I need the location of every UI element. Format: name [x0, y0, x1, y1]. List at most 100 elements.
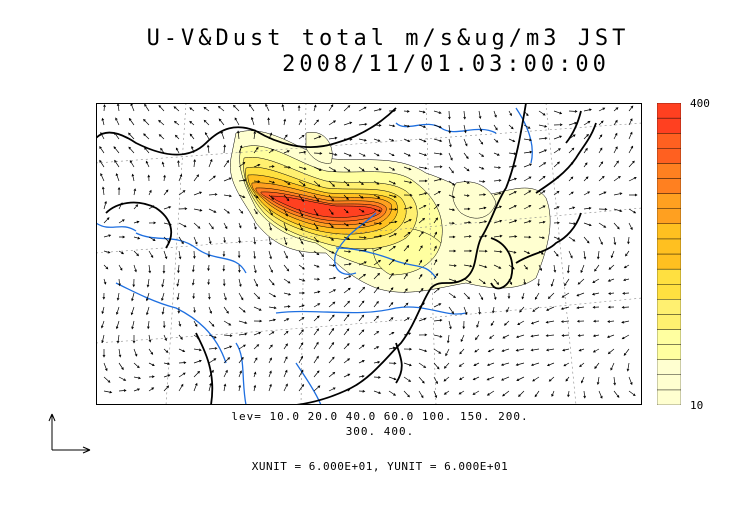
wind-arrow — [162, 320, 166, 329]
legend-swatch — [656, 223, 682, 240]
wind-arrow — [313, 370, 320, 378]
wind-arrow — [433, 287, 440, 294]
wind-arrow — [418, 259, 423, 266]
reference-vector-icon — [48, 413, 91, 454]
wind-arrow — [358, 194, 364, 199]
wind-arrow — [613, 222, 620, 230]
wind-arrow — [268, 180, 276, 184]
legend-swatch — [656, 359, 682, 376]
wind-arrow — [418, 348, 428, 353]
wind-arrow — [418, 287, 424, 294]
wind-arrow — [328, 314, 335, 322]
wind-arrow — [204, 132, 210, 140]
wind-arrow — [508, 219, 518, 224]
wind-arrow — [576, 319, 585, 323]
wind-arrow — [547, 292, 555, 300]
wind-arrow — [268, 222, 272, 231]
wind-arrow — [191, 145, 195, 154]
legend-max-label: 400 — [690, 97, 710, 110]
wind-arrow — [448, 264, 457, 268]
wind-arrow — [523, 235, 532, 239]
wind-arrow — [403, 124, 410, 128]
wind-arrow — [158, 119, 165, 126]
wind-arrow — [373, 259, 381, 266]
wind-arrow — [298, 355, 303, 364]
wind-arrow — [478, 124, 483, 133]
wind-arrow — [463, 194, 470, 197]
wind-arrow — [445, 348, 450, 357]
wind-arrow — [253, 306, 262, 311]
wind-arrow — [178, 173, 183, 182]
wind-arrow — [223, 320, 232, 326]
wind-arrow — [433, 259, 438, 266]
wind-arrow — [358, 300, 365, 308]
wind-arrow — [223, 383, 227, 392]
wind-arrow — [489, 334, 495, 339]
wind-arrow — [116, 292, 120, 301]
wind-arrow — [193, 208, 203, 212]
wind-arrow — [313, 166, 322, 171]
wind-arrow — [148, 236, 156, 241]
wind-arrow — [358, 208, 365, 213]
wind-arrow — [328, 136, 338, 140]
wind-arrow — [502, 334, 510, 339]
wind-arrow — [583, 236, 590, 244]
wind-arrow — [253, 194, 259, 199]
wind-arrow — [313, 208, 319, 217]
wind-arrow — [193, 348, 202, 352]
wind-arrow — [103, 234, 112, 238]
wind-arrow — [283, 343, 288, 350]
legend-swatch — [656, 374, 682, 391]
wind-arrow — [217, 105, 225, 112]
wind-arrow — [463, 110, 467, 120]
wind-arrow — [523, 124, 531, 129]
wind-arrow — [223, 177, 232, 182]
wind-arrow — [598, 175, 605, 182]
wind-arrow — [627, 236, 630, 245]
color-legend — [656, 102, 682, 406]
wind-arrow — [443, 376, 450, 382]
wind-arrow — [113, 131, 120, 140]
wind-arrow — [568, 161, 574, 168]
wind-arrow — [493, 250, 503, 254]
wind-arrow — [163, 236, 171, 244]
wind-arrow — [148, 387, 155, 392]
wind-arrow — [598, 191, 607, 196]
wind-arrow — [490, 320, 495, 327]
wind-arrow — [133, 362, 140, 369]
wind-arrow — [208, 236, 212, 245]
wind-arrow — [545, 334, 555, 338]
wind-arrow — [148, 189, 152, 196]
wind-arrow — [373, 194, 381, 199]
wind-arrow — [178, 372, 186, 378]
wind-arrow — [508, 124, 514, 130]
wind-arrow — [313, 385, 321, 392]
wind-arrow — [193, 174, 200, 182]
wind-arrow — [268, 278, 275, 286]
wind-arrow — [388, 272, 394, 280]
wind-arrow — [118, 362, 124, 371]
wind-arrow — [508, 164, 518, 168]
wind-arrow — [189, 133, 195, 140]
legend-swatch — [656, 329, 682, 345]
legend-swatch — [656, 299, 682, 315]
wind-arrow — [238, 344, 246, 350]
wind-arrow — [178, 222, 187, 228]
wind-arrow — [546, 306, 555, 311]
wind-arrow — [418, 376, 425, 384]
wind-arrow — [100, 131, 105, 140]
wind-arrow — [565, 376, 570, 382]
wind-arrow — [403, 273, 408, 280]
wind-arrow — [388, 287, 394, 294]
wind-arrow — [115, 306, 120, 315]
wind-arrow — [268, 236, 272, 246]
wind-arrow — [508, 278, 513, 285]
wind-arrow — [313, 341, 319, 350]
wind-arrow — [418, 205, 427, 210]
wind-arrow — [433, 245, 437, 252]
wind-arrow — [478, 249, 488, 253]
wind-arrow — [253, 344, 260, 350]
wind-arrow — [448, 152, 453, 161]
wind-arrow — [530, 320, 540, 325]
wind-arrow — [328, 250, 335, 254]
